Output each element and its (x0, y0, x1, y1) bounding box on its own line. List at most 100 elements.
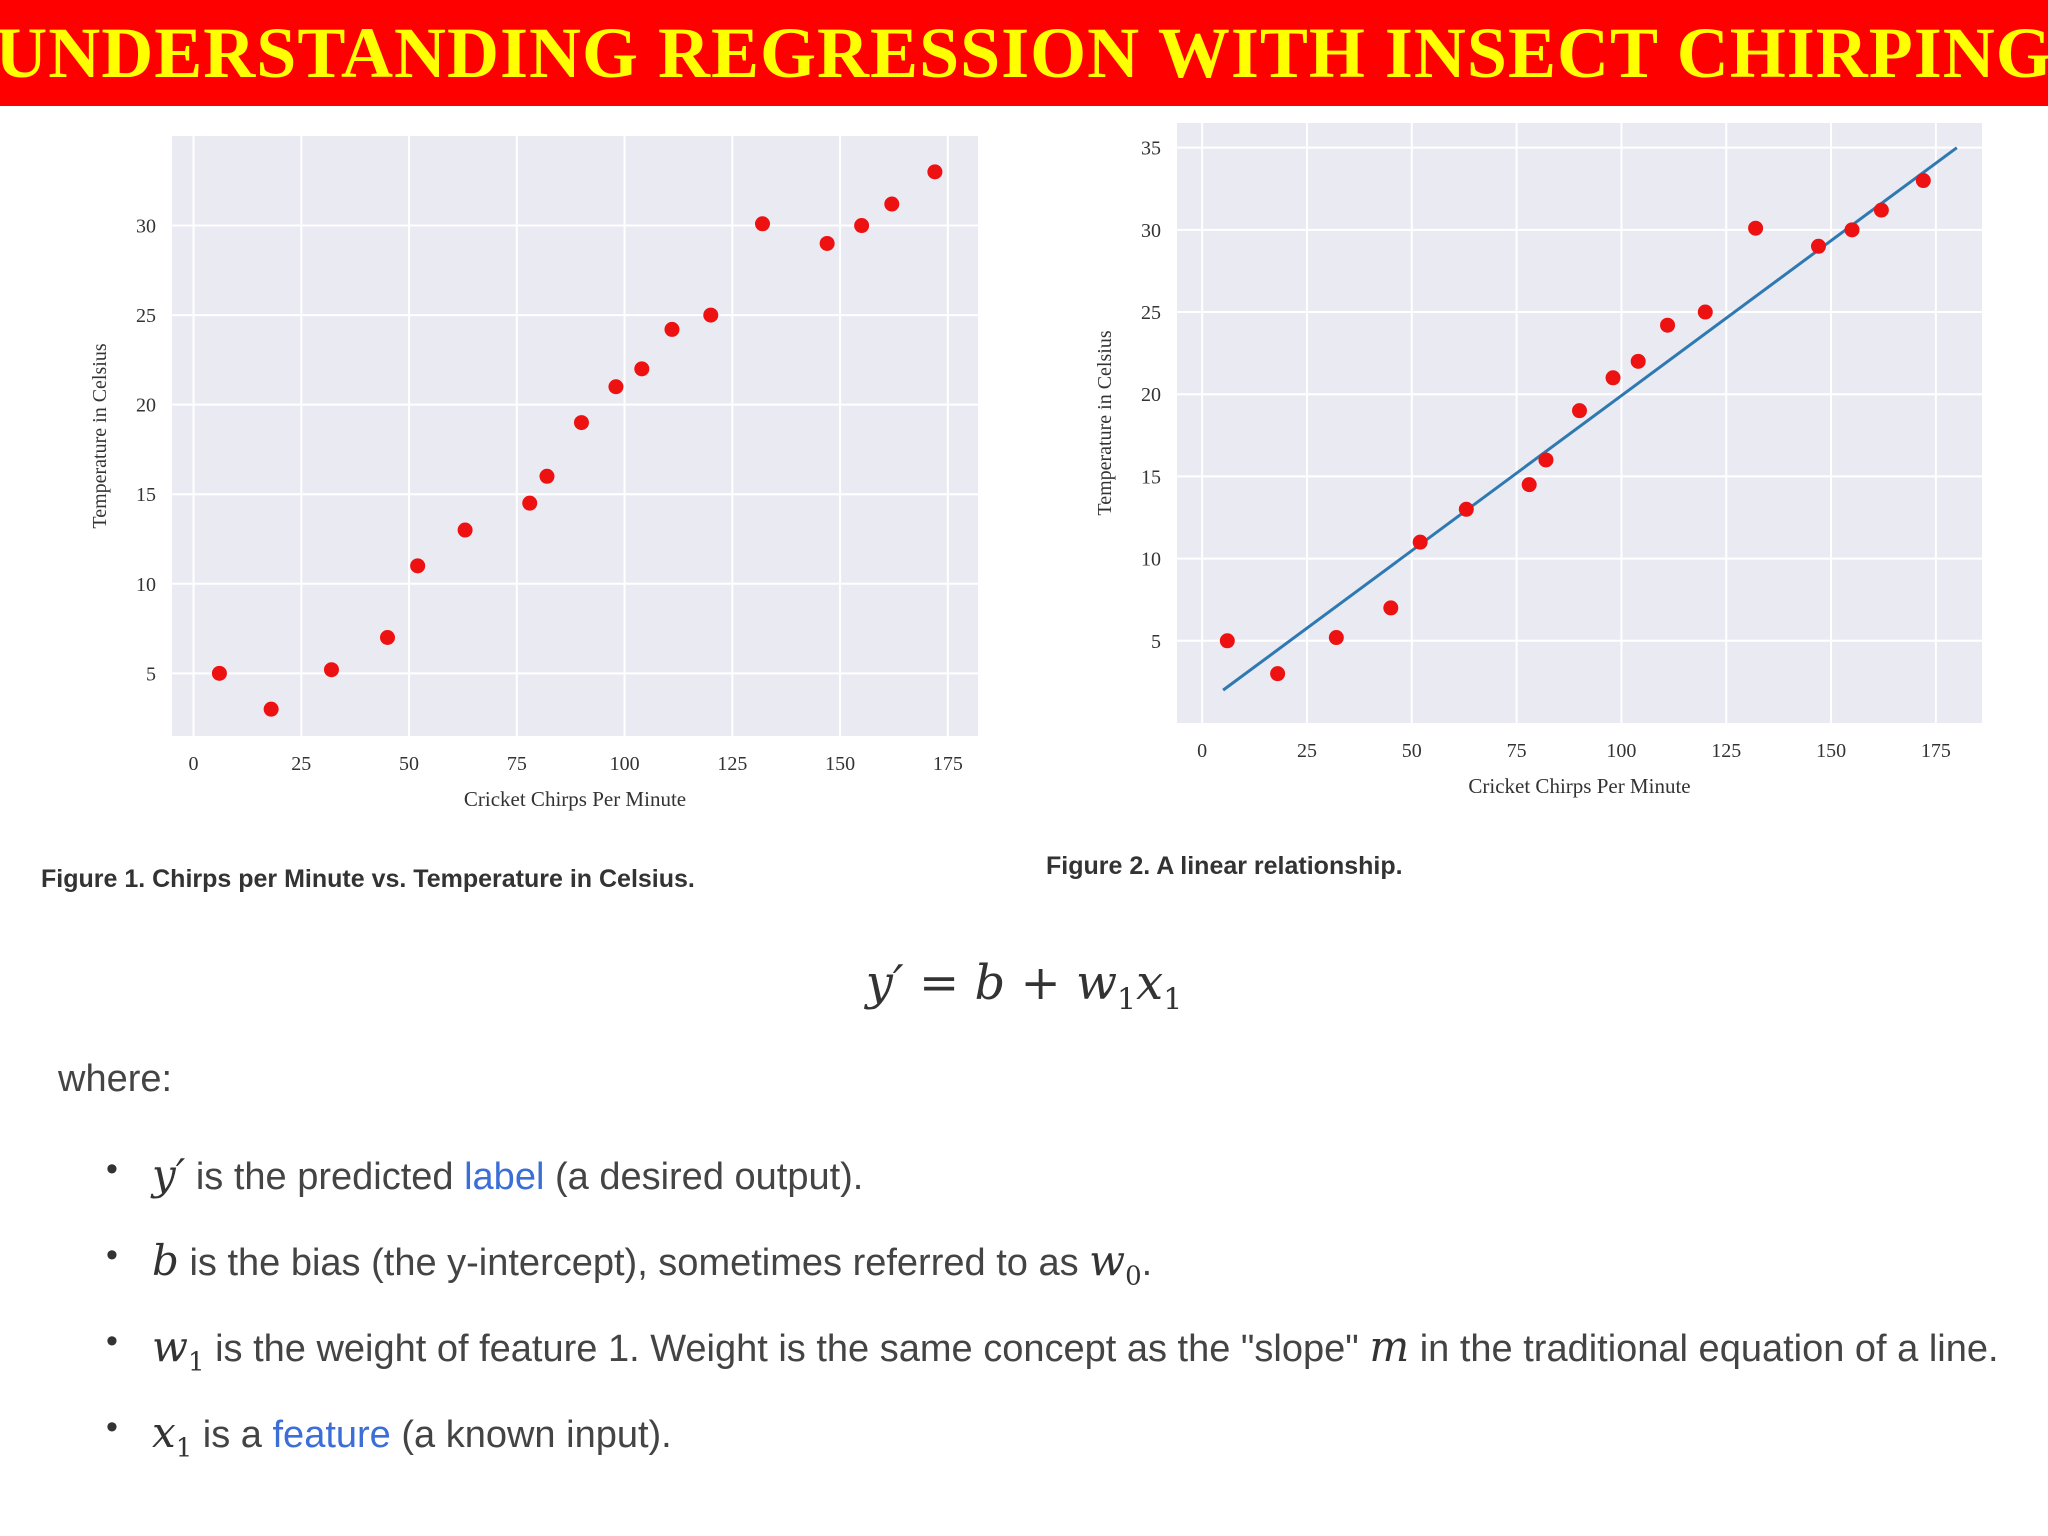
symbol-w0: w0 (1089, 1236, 1142, 1292)
regression-equation: y′ = b + w1x1 (0, 955, 2048, 1018)
data-point (854, 218, 870, 234)
data-point (1660, 317, 1676, 333)
x-tick-label: 150 (825, 753, 855, 775)
bullet-icon: • (106, 1408, 118, 1446)
y-tick-label: 10 (1141, 549, 1161, 571)
symbol-m: m (1369, 1322, 1410, 1371)
figure-1-caption: Figure 1. Chirps per Minute vs. Temperat… (41, 865, 695, 893)
eq-lhs: y′ (865, 955, 904, 1011)
x-tick-label: 25 (1297, 740, 1317, 762)
data-point (1538, 452, 1554, 468)
y-tick-label: 30 (136, 216, 156, 238)
data-point (634, 361, 650, 377)
chart-2: 0 25 50 75 100 125 150 175 5 10 15 20 25 30 35 Cricket … (1094, 123, 1982, 798)
symbol-w1: w1 (152, 1322, 205, 1378)
x-tick-label: 125 (717, 753, 747, 775)
y-axis-label: Temperature in Celsius (1094, 330, 1116, 515)
definition-item-feature: • x1 is a feature (a known input). (100, 1408, 1999, 1494)
y-tick-label: 25 (136, 305, 156, 327)
where-label: where: (58, 1058, 173, 1100)
y-axis-label: Temperature in Celsius (89, 343, 111, 528)
data-point (1844, 222, 1860, 238)
x-tick-label: 0 (189, 753, 199, 775)
y-tick-label: 20 (136, 395, 156, 417)
x-tick-label: 100 (610, 753, 640, 775)
data-point (1572, 403, 1587, 419)
data-point (1270, 666, 1286, 682)
symbol-y-prime: y′ (152, 1150, 186, 1199)
x-tick-label: 100 (1606, 740, 1636, 762)
bullet-icon: • (106, 1150, 118, 1188)
data-point (1915, 173, 1931, 189)
data-point (754, 216, 770, 232)
x-tick-label: 25 (291, 753, 311, 775)
data-point (573, 415, 589, 431)
data-point (884, 196, 900, 212)
y-tick-label: 20 (1141, 384, 1161, 406)
y-tick-label: 5 (1151, 631, 1161, 653)
data-point (1873, 202, 1889, 218)
x-tick-label: 50 (1402, 740, 1422, 762)
data-point (1383, 600, 1399, 616)
definition-text: is the predicted (195, 1156, 454, 1198)
data-point (457, 522, 473, 538)
definition-list: • y′ is the predicted label (a desired o… (100, 1150, 1999, 1494)
data-point (664, 321, 680, 337)
data-point (522, 495, 538, 511)
eq-plus: + (1020, 955, 1061, 1011)
definition-item-bias: • b is the bias (the y-intercept), somet… (100, 1236, 1999, 1322)
definition-text: is the weight of feature 1. Weight is th… (215, 1328, 1359, 1370)
x-tick-label: 125 (1711, 740, 1741, 762)
y-tick-label: 15 (136, 484, 156, 506)
data-point (703, 307, 719, 323)
data-point (1630, 353, 1646, 369)
x-tick-label: 175 (933, 753, 963, 775)
definition-text: is a (202, 1414, 262, 1456)
data-point (539, 468, 555, 484)
x-axis-label: Cricket Chirps Per Minute (464, 787, 686, 811)
y-tick-label: 10 (136, 574, 156, 596)
definition-text: is the bias (the y-intercept), sometimes… (189, 1242, 1079, 1284)
symbol-b: b (152, 1236, 179, 1285)
definition-text-end: (a desired output). (554, 1156, 864, 1198)
data-point (1328, 630, 1344, 646)
definition-text-end: in the traditional equation of a line. (1419, 1328, 1999, 1370)
definition-text-end: . (1141, 1242, 1153, 1284)
x-tick-label: 50 (399, 753, 419, 775)
data-point (1697, 304, 1713, 320)
data-point (1748, 220, 1764, 236)
y-tick-label: 30 (1141, 220, 1161, 242)
y-tick-label: 25 (1141, 302, 1161, 324)
data-point (410, 558, 426, 574)
data-point (1458, 501, 1474, 517)
data-point (211, 665, 227, 681)
feature-link[interactable]: feature (272, 1414, 391, 1456)
title-banner: UNDERSTANDING REGRESSION WITH INSECT CHI… (0, 0, 2048, 106)
data-point (819, 235, 835, 251)
y-tick-label: 5 (146, 663, 156, 685)
chart-1: 0 25 50 75 100 125 150 175 5 10 15 20 25 30 Cricket Ch… (89, 136, 978, 811)
page-title: UNDERSTANDING REGRESSION WITH INSECT CHI… (0, 12, 2048, 93)
data-point (1412, 534, 1428, 550)
eq-weight: w1 (1075, 955, 1137, 1018)
label-link[interactable]: label (464, 1156, 545, 1198)
figure-2-caption: Figure 2. A linear relationship. (1046, 852, 1403, 880)
definition-item-y-prime: • y′ is the predicted label (a desired o… (100, 1150, 1999, 1236)
data-point (263, 701, 279, 717)
data-point (1605, 370, 1621, 386)
x-tick-label: 150 (1816, 740, 1846, 762)
regression-line (1222, 146, 1958, 692)
y-tick-label: 15 (1141, 466, 1161, 488)
x-tick-label: 75 (1507, 740, 1527, 762)
x-tick-label: 75 (507, 753, 527, 775)
eq-bias: b (974, 955, 1006, 1011)
bullet-icon: • (106, 1322, 118, 1360)
definition-item-weight: • w1 is the weight of feature 1. Weight … (100, 1322, 1999, 1408)
data-point (1810, 238, 1826, 254)
data-point (1219, 633, 1235, 649)
eq-equals: = (918, 955, 960, 1011)
x-tick-label: 175 (1921, 740, 1951, 762)
y-tick-label: 35 (1141, 138, 1161, 160)
plot-area (172, 136, 978, 736)
data-point (323, 662, 339, 678)
